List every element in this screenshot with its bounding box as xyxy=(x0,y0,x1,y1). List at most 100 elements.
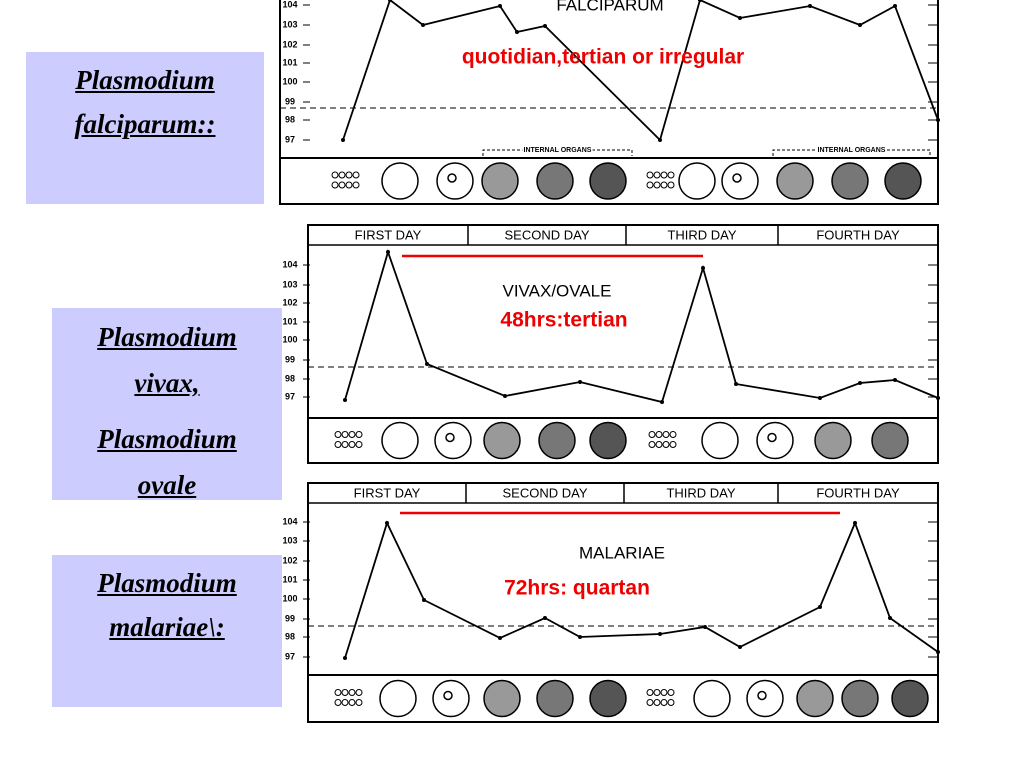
merozoite xyxy=(341,689,349,696)
panel-title: VIVAX/OVALE xyxy=(503,281,612,300)
merozoite xyxy=(653,171,661,179)
curve-point xyxy=(701,266,705,270)
parasite-cell xyxy=(841,679,879,718)
curve-point xyxy=(936,118,940,122)
merozoite xyxy=(660,171,668,179)
day-label: FOURTH DAY xyxy=(816,227,900,242)
curve-point xyxy=(343,398,347,402)
merozoite xyxy=(345,171,353,179)
label-line: Plasmodium xyxy=(97,424,237,454)
merozoite xyxy=(348,441,356,448)
curve-point xyxy=(738,645,742,649)
temp-tick-label: 103 xyxy=(282,19,297,29)
curve-point xyxy=(808,4,812,8)
curve-point xyxy=(734,382,738,386)
merozoite xyxy=(667,689,675,696)
merozoite xyxy=(355,441,363,448)
curve-point xyxy=(818,396,822,400)
curve-point xyxy=(858,381,862,385)
temp-tick-label: 104 xyxy=(282,259,297,269)
pattern-label: 72hrs: quartan xyxy=(504,577,650,600)
label-line: malariae\: xyxy=(109,612,225,642)
temp-tick-label: 102 xyxy=(282,555,297,565)
merozoite xyxy=(334,441,342,448)
temp-tick-label: 101 xyxy=(282,57,297,67)
parasite-cell xyxy=(379,679,417,718)
parasite-cell xyxy=(330,680,366,717)
temp-tick-label: 98 xyxy=(285,373,295,383)
temp-tick-label: 97 xyxy=(285,134,295,144)
label-line: vivax, xyxy=(134,368,200,398)
merozoite xyxy=(667,699,675,706)
parasite-cell xyxy=(483,679,521,718)
curve-point xyxy=(888,616,892,620)
panel-title: FALCIPARUM xyxy=(556,0,663,14)
curve-point xyxy=(498,4,502,8)
day-label: SECOND DAY xyxy=(503,485,588,500)
curve-point xyxy=(578,635,582,639)
parasite-cell xyxy=(871,421,909,460)
curve-point xyxy=(858,23,862,27)
curve-point xyxy=(425,362,429,366)
temp-tick-label: 101 xyxy=(282,316,297,326)
curve-point xyxy=(498,636,502,640)
temp-tick-label: 100 xyxy=(282,593,297,603)
merozoite xyxy=(662,441,670,448)
temp-tick-label: 103 xyxy=(282,535,297,545)
parasite-cell xyxy=(589,679,627,718)
merozoite xyxy=(646,181,654,189)
merozoite xyxy=(348,689,356,696)
parasite-cell xyxy=(483,421,521,460)
label-line: Plasmodium xyxy=(97,568,237,598)
day-label: FOURTH DAY xyxy=(816,485,900,500)
parasite-cell xyxy=(381,162,419,200)
temp-tick-label: 98 xyxy=(285,114,295,124)
merozoite xyxy=(338,171,346,179)
curve-point xyxy=(818,605,822,609)
merozoite xyxy=(341,441,349,448)
label-line: falciparum:: xyxy=(74,109,216,139)
curve-point xyxy=(543,616,547,620)
temp-tick-label: 99 xyxy=(285,96,295,106)
merozoite xyxy=(648,431,656,438)
temp-tick-label: 104 xyxy=(282,516,297,526)
parasite-cell xyxy=(644,422,680,459)
temp-tick-label: 101 xyxy=(282,574,297,584)
organs-label: INTERNAL ORGANS xyxy=(524,147,592,154)
curve-point xyxy=(658,632,662,636)
merozoite xyxy=(334,699,342,706)
merozoite xyxy=(660,689,668,696)
parasite-cell xyxy=(891,679,929,718)
merozoite xyxy=(334,431,342,438)
curve-point xyxy=(738,16,742,20)
curve-point xyxy=(853,521,857,525)
pattern-label: 48hrs:tertian xyxy=(500,309,627,332)
ring xyxy=(767,432,777,443)
parasite-cell xyxy=(536,679,574,718)
temp-tick-label: 103 xyxy=(282,279,297,289)
merozoite xyxy=(660,181,668,189)
merozoite xyxy=(667,181,675,189)
merozoite xyxy=(352,181,360,189)
pattern-label: quotidian,tertian or irregular xyxy=(462,46,744,69)
temp-tick-label: 99 xyxy=(285,613,295,623)
parasite-cell xyxy=(701,421,739,460)
parasite-cell xyxy=(330,422,366,459)
parasite-cell xyxy=(536,162,574,200)
merozoite xyxy=(352,171,360,179)
parasite-cell xyxy=(831,162,869,200)
curve-point xyxy=(660,400,664,404)
curve-point xyxy=(893,4,897,8)
parasite-cell xyxy=(642,163,678,199)
curve-point xyxy=(936,396,940,400)
label-malariae: Plasmodium malariae\: xyxy=(52,555,282,707)
day-label: FIRST DAY xyxy=(354,485,421,500)
merozoite xyxy=(341,431,349,438)
label-line: Plasmodium xyxy=(97,322,237,352)
merozoite xyxy=(341,699,349,706)
organs-label: INTERNAL ORGANS xyxy=(818,147,886,154)
curve-point xyxy=(421,23,425,27)
merozoite xyxy=(669,441,677,448)
